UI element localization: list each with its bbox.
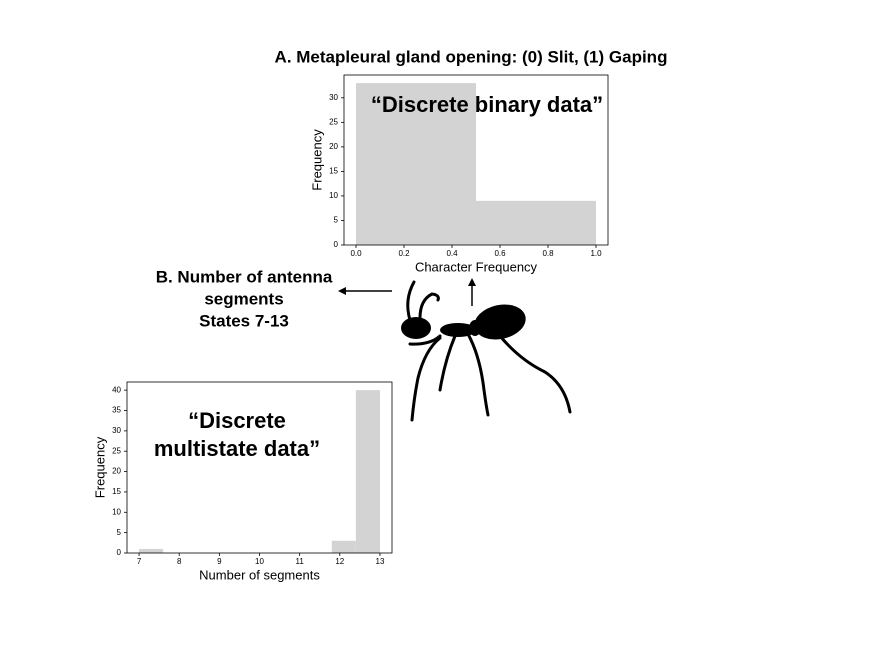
y-axis-label: Frequency bbox=[309, 129, 324, 191]
y-tick-label: 15 bbox=[329, 167, 338, 176]
y-tick-label: 40 bbox=[112, 385, 121, 394]
annotation: “Discrete bbox=[188, 408, 286, 433]
y-tick-label: 25 bbox=[329, 117, 338, 126]
x-tick-label: 1.0 bbox=[590, 249, 602, 258]
x-tick-label: 0.6 bbox=[494, 249, 506, 258]
bar bbox=[355, 390, 380, 553]
y-tick-label: 5 bbox=[117, 528, 122, 537]
x-axis-label: Number of segments bbox=[199, 567, 320, 582]
y-tick-label: 25 bbox=[112, 446, 121, 455]
chart: 7 8 9 10 11 12 13 0 5 10 15 20 25 30 35 40 Number of seg… bbox=[92, 267, 393, 582]
annotation: multistate data” bbox=[154, 436, 320, 461]
x-tick-label: 8 bbox=[177, 557, 182, 566]
chart-title-line: States 7-13 bbox=[199, 311, 289, 330]
y-tick-label: 30 bbox=[329, 93, 338, 102]
annotation: “Discrete binary data” bbox=[371, 92, 603, 117]
axes-frame bbox=[343, 74, 609, 246]
y-tick-label: 20 bbox=[329, 142, 338, 151]
y-tick-label: 35 bbox=[112, 406, 121, 415]
bar bbox=[356, 83, 476, 245]
y-tick-label: 10 bbox=[112, 507, 121, 516]
y-tick-label: 5 bbox=[334, 216, 339, 225]
x-tick-label: 13 bbox=[376, 557, 385, 566]
x-tick-label: 7 bbox=[137, 557, 142, 566]
x-axis-label: Character Frequency bbox=[415, 259, 538, 274]
x-tick-label: 10 bbox=[255, 557, 264, 566]
bar bbox=[139, 548, 164, 553]
y-tick-label: 20 bbox=[112, 467, 121, 476]
x-tick-label: 12 bbox=[335, 557, 344, 566]
bar bbox=[331, 540, 356, 553]
y-tick-label: 0 bbox=[117, 548, 122, 557]
x-tick-label: 0.8 bbox=[542, 249, 554, 258]
x-tick-label: 0.2 bbox=[398, 249, 410, 258]
ant-silhouette bbox=[401, 280, 572, 422]
x-tick-label: 0.0 bbox=[350, 249, 362, 258]
y-axis-label: Frequency bbox=[92, 436, 107, 498]
arrows bbox=[338, 278, 476, 306]
bar bbox=[476, 200, 596, 245]
chart-title-line: B. Number of antenna bbox=[156, 267, 333, 286]
y-tick-label: 15 bbox=[112, 487, 121, 496]
chart-title: A. Metapleural gland opening: (0) Slit, … bbox=[275, 47, 668, 66]
chart-title-line: segments bbox=[204, 289, 283, 308]
y-tick-label: 30 bbox=[112, 426, 121, 435]
chart: 0.0 0.2 0.4 0.6 0.8 1.0 0 5 10 15 20 25 30 Character … bbox=[275, 47, 668, 274]
y-tick-label: 0 bbox=[334, 240, 339, 249]
y-tick-label: 10 bbox=[329, 191, 338, 200]
x-tick-label: 9 bbox=[217, 557, 222, 566]
x-tick-label: 11 bbox=[295, 557, 304, 566]
x-tick-label: 0.4 bbox=[446, 249, 458, 258]
